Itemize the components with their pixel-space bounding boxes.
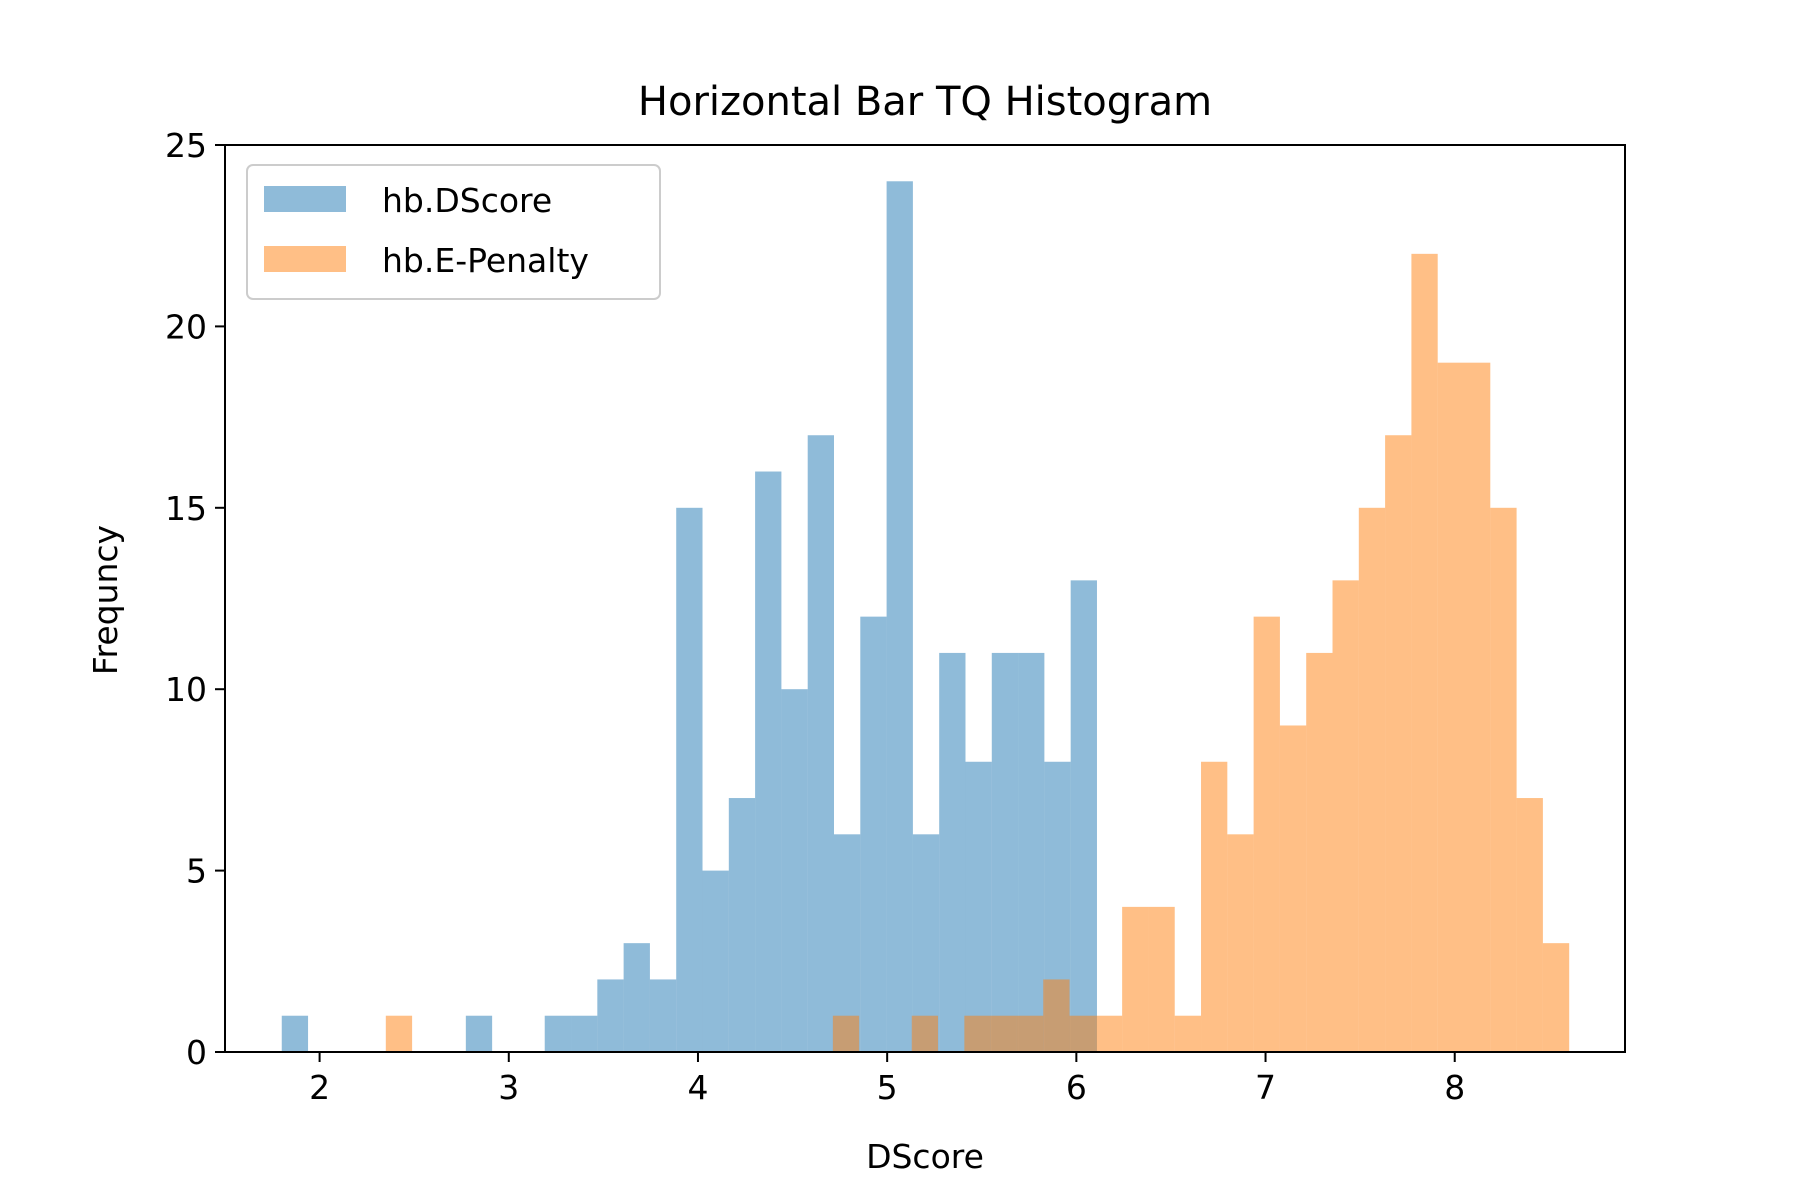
bars-layer bbox=[281, 181, 1570, 1053]
bar-hb-e-penalty-bin-29 bbox=[1148, 906, 1175, 1052]
bar-hb-e-penalty-bin-23 bbox=[990, 1015, 1017, 1052]
legend-box bbox=[246, 164, 661, 300]
y-tick-label-20: 20 bbox=[165, 307, 207, 346]
x-tick-label-4: 4 bbox=[687, 1068, 708, 1107]
bar-hb-dscore-bin-27 bbox=[991, 652, 1019, 1052]
x-tick-label-3: 3 bbox=[498, 1068, 519, 1107]
bar-hb-e-penalty-bin-43 bbox=[1516, 798, 1543, 1052]
y-tick-label-25: 25 bbox=[165, 126, 207, 165]
bar-hb-e-penalty-bin-32 bbox=[1227, 834, 1254, 1052]
bar-hb-e-penalty-bin-41 bbox=[1464, 362, 1491, 1052]
bar-hb-dscore-bin-19 bbox=[781, 689, 808, 1052]
bar-hb-dscore-bin-14 bbox=[649, 979, 677, 1052]
bar-hb-e-penalty-bin-22 bbox=[964, 1015, 991, 1052]
bar-hb-dscore-bin-30 bbox=[1070, 580, 1097, 1052]
bar-hb-dscore-bin-25 bbox=[939, 652, 966, 1052]
legend: hb.DScore hb.E-Penalty bbox=[246, 164, 661, 300]
bar-hb-e-penalty-bin-40 bbox=[1437, 362, 1464, 1052]
bar-hb-e-penalty-bin-0 bbox=[385, 1015, 413, 1052]
y-axis-ticks: 0 5 10 15 20 25 bbox=[165, 126, 225, 1072]
bar-hb-dscore-bin-18 bbox=[755, 471, 782, 1052]
x-tick-label-6: 6 bbox=[1066, 1068, 1087, 1107]
bar-hb-dscore-bin-28 bbox=[1018, 652, 1045, 1052]
legend-label-dscore: hb.DScore bbox=[382, 181, 552, 220]
bar-hb-dscore-bin-20 bbox=[807, 435, 834, 1052]
bar-hb-e-penalty-bin-24 bbox=[1016, 1015, 1044, 1052]
bar-hb-e-penalty-bin-31 bbox=[1201, 761, 1228, 1052]
bar-hb-e-penalty-bin-28 bbox=[1122, 906, 1149, 1052]
bar-hb-e-penalty-bin-39 bbox=[1411, 253, 1438, 1053]
bar-hb-e-penalty-bin-44 bbox=[1542, 943, 1570, 1052]
bar-hb-e-penalty-bin-25 bbox=[1043, 979, 1070, 1052]
legend-swatch-e-penalty bbox=[264, 246, 346, 272]
bar-hb-dscore-bin-22 bbox=[860, 616, 887, 1052]
x-axis-ticks: 2 3 4 5 6 7 8 bbox=[309, 1052, 1465, 1107]
bar-hb-dscore-bin-12 bbox=[597, 979, 624, 1052]
bar-hb-e-penalty-bin-37 bbox=[1358, 507, 1386, 1052]
bar-hb-e-penalty-bin-26 bbox=[1069, 1015, 1096, 1052]
bar-hb-e-penalty-bin-34 bbox=[1279, 725, 1307, 1052]
y-tick-label-15: 15 bbox=[165, 489, 207, 528]
bar-hb-dscore-bin-17 bbox=[728, 798, 756, 1052]
bar-hb-e-penalty-bin-35 bbox=[1306, 652, 1333, 1052]
bar-hb-dscore-bin-7 bbox=[465, 1015, 493, 1052]
bar-hb-dscore-bin-16 bbox=[702, 870, 729, 1052]
x-tick-label-8: 8 bbox=[1444, 1068, 1465, 1107]
bar-hb-dscore-bin-23 bbox=[886, 181, 913, 1052]
legend-label-e-penalty: hb.E-Penalty bbox=[382, 241, 589, 280]
bar-hb-dscore-bin-11 bbox=[571, 1015, 598, 1052]
bar-hb-e-penalty-bin-27 bbox=[1095, 1015, 1123, 1052]
x-tick-label-5: 5 bbox=[877, 1068, 898, 1107]
chart-title: Horizontal Bar TQ Histogram bbox=[638, 79, 1212, 125]
x-tick-label-2: 2 bbox=[309, 1068, 330, 1107]
y-tick-label-5: 5 bbox=[186, 852, 207, 891]
bar-hb-e-penalty-bin-30 bbox=[1174, 1015, 1202, 1052]
bar-hb-e-penalty-bin-42 bbox=[1490, 507, 1517, 1052]
x-axis-label: DScore bbox=[866, 1137, 984, 1176]
bar-hb-e-penalty-bin-33 bbox=[1253, 616, 1280, 1052]
y-axis-label: Frequncy bbox=[86, 525, 125, 675]
plot-frame bbox=[224, 144, 1626, 1053]
bar-hb-e-penalty-bin-36 bbox=[1332, 580, 1359, 1052]
bar-hb-dscore-bin-10 bbox=[544, 1015, 572, 1052]
bar-hb-e-penalty-bin-20 bbox=[911, 1015, 939, 1052]
y-tick-label-0: 0 bbox=[186, 1033, 207, 1072]
bar-hb-dscore-bin-0 bbox=[281, 1015, 309, 1052]
x-tick-label-7: 7 bbox=[1255, 1068, 1276, 1107]
bar-hb-e-penalty-bin-17 bbox=[832, 1015, 860, 1052]
y-tick-label-10: 10 bbox=[165, 670, 207, 709]
bar-hb-dscore-bin-13 bbox=[623, 943, 650, 1052]
bar-hb-dscore-bin-26 bbox=[965, 761, 992, 1052]
legend-swatch-dscore bbox=[264, 186, 346, 212]
bar-hb-e-penalty-bin-38 bbox=[1385, 435, 1412, 1052]
bar-hb-dscore-bin-15 bbox=[676, 507, 703, 1052]
